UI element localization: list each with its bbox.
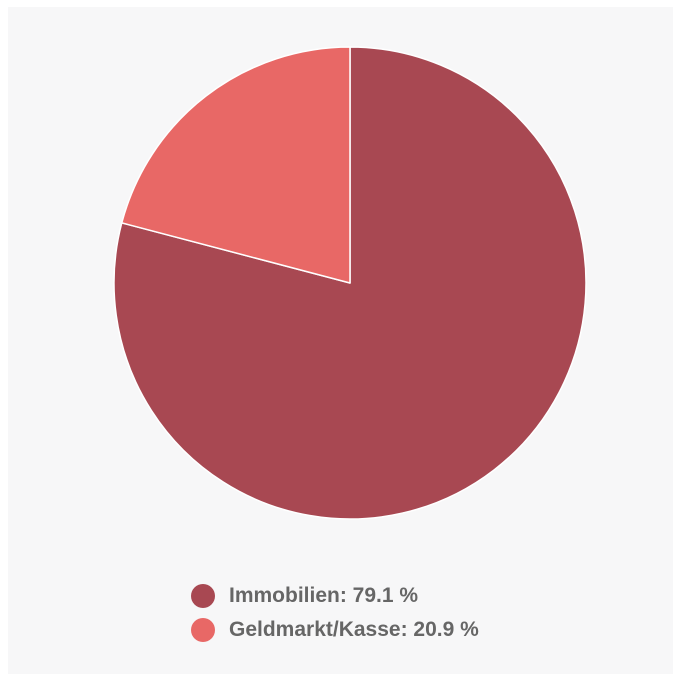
chart-panel: Immobilien: 79.1 % Geldmarkt/Kasse: 20.9… [8,7,673,674]
legend: Immobilien: 79.1 % Geldmarkt/Kasse: 20.9… [191,579,479,647]
legend-item-geldmarkt-kasse[interactable]: Geldmarkt/Kasse: 20.9 % [191,613,479,647]
pie-chart [113,46,587,520]
legend-item-immobilien[interactable]: Immobilien: 79.1 % [191,579,479,613]
legend-label-geldmarkt-kasse: Geldmarkt/Kasse: 20.9 % [229,618,479,641]
legend-label-immobilien: Immobilien: 79.1 % [229,584,419,607]
legend-marker-geldmarkt-kasse [191,618,215,642]
legend-marker-immobilien [191,584,215,608]
pie-slice-geldmarkt-kasse[interactable] [121,46,351,284]
